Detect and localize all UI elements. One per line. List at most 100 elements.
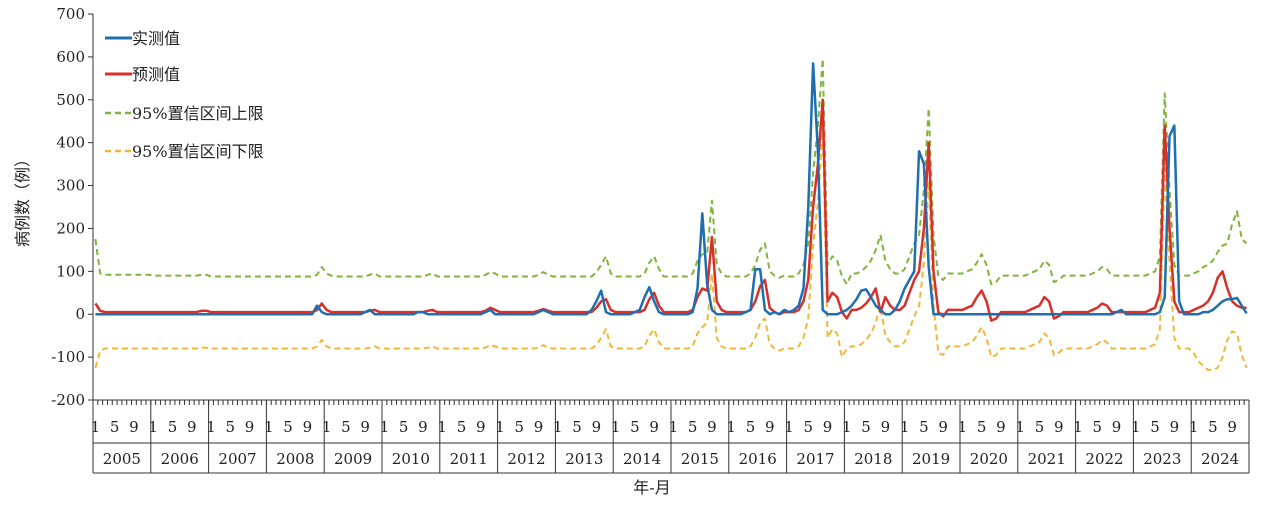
month-tick-label: 5 xyxy=(457,418,467,436)
month-tick-label: 1 xyxy=(1015,418,1025,436)
year-label: 2015 xyxy=(681,450,719,468)
month-tick-label: 9 xyxy=(418,418,428,436)
series-line-3 xyxy=(94,124,1248,371)
month-tick-label: 9 xyxy=(881,418,891,436)
month-tick-label: 5 xyxy=(804,418,814,436)
year-label: 2010 xyxy=(392,450,430,468)
year-label: 2023 xyxy=(1143,450,1181,468)
year-label: 2024 xyxy=(1201,450,1239,468)
y-tick-label: 100 xyxy=(56,262,85,280)
year-label: 2018 xyxy=(854,450,892,468)
year-label: 2006 xyxy=(161,450,199,468)
month-tick-label: 1 xyxy=(553,418,563,436)
y-tick-label: 200 xyxy=(56,219,85,237)
legend-label: 95%置信区间下限 xyxy=(132,142,264,161)
x-axis-title: 年-月 xyxy=(633,478,670,497)
series-line-2 xyxy=(94,58,1248,286)
legend-label: 预测值 xyxy=(132,65,180,84)
month-tick-label: 5 xyxy=(226,418,236,436)
month-tick-label: 5 xyxy=(515,418,525,436)
month-tick-label: 1 xyxy=(322,418,332,436)
month-tick-label: 5 xyxy=(919,418,929,436)
month-tick-label: 1 xyxy=(1189,418,1199,436)
year-label: 2013 xyxy=(565,450,603,468)
month-tick-label: 9 xyxy=(303,418,313,436)
year-label: 2009 xyxy=(334,450,372,468)
y-tick-label: 600 xyxy=(56,48,85,66)
y-tick-label: -200 xyxy=(51,391,85,409)
month-tick-label: 5 xyxy=(688,418,698,436)
year-label: 2011 xyxy=(450,450,488,468)
month-tick-label: 1 xyxy=(784,418,794,436)
year-label: 2014 xyxy=(623,450,661,468)
month-tick-label: 1 xyxy=(206,418,216,436)
month-tick-label: 1 xyxy=(900,418,910,436)
y-tick-label: 700 xyxy=(56,5,85,23)
month-tick-label: 1 xyxy=(437,418,447,436)
month-tick-label: 5 xyxy=(1208,418,1218,436)
month-tick-label: 5 xyxy=(283,418,293,436)
month-tick-label: 9 xyxy=(938,418,948,436)
month-tick-label: 9 xyxy=(1112,418,1122,436)
month-tick-label: 1 xyxy=(148,418,158,436)
month-tick-label: 1 xyxy=(495,418,505,436)
year-label: 2008 xyxy=(276,450,314,468)
month-tick-label: 9 xyxy=(765,418,775,436)
month-tick-label: 5 xyxy=(746,418,756,436)
month-tick-label: 1 xyxy=(669,418,679,436)
month-tick-label: 9 xyxy=(187,418,197,436)
legend-label: 实测值 xyxy=(132,29,180,48)
y-tick-label: 300 xyxy=(56,177,85,195)
year-label: 2019 xyxy=(912,450,950,468)
month-tick-label: 9 xyxy=(129,418,139,436)
month-tick-label: 9 xyxy=(360,418,370,436)
month-tick-label: 9 xyxy=(1170,418,1180,436)
month-tick-label: 9 xyxy=(1227,418,1237,436)
year-label: 2022 xyxy=(1085,450,1123,468)
month-tick-label: 5 xyxy=(977,418,987,436)
month-tick-label: 5 xyxy=(168,418,178,436)
month-tick-label: 5 xyxy=(399,418,409,436)
month-tick-label: 9 xyxy=(245,418,255,436)
year-label: 2021 xyxy=(1028,450,1066,468)
series-line-1 xyxy=(94,98,1247,322)
month-tick-label: 1 xyxy=(1131,418,1141,436)
month-tick-label: 9 xyxy=(592,418,602,436)
month-tick-label: 1 xyxy=(1073,418,1083,436)
month-tick-label: 9 xyxy=(476,418,486,436)
year-label: 2017 xyxy=(796,450,834,468)
month-tick-label: 5 xyxy=(110,418,120,436)
y-tick-label: 500 xyxy=(56,91,85,109)
month-tick-label: 9 xyxy=(823,418,833,436)
month-tick-label: 9 xyxy=(649,418,659,436)
month-tick-label: 1 xyxy=(611,418,621,436)
month-tick-label: 1 xyxy=(726,418,736,436)
series-lines xyxy=(94,58,1248,371)
month-tick-label: 1 xyxy=(380,418,390,436)
month-tick-label: 5 xyxy=(1150,418,1160,436)
y-tick-label: 0 xyxy=(75,305,85,323)
month-tick-label: 5 xyxy=(1035,418,1045,436)
month-tick-label: 1 xyxy=(958,418,968,436)
month-tick-label: 5 xyxy=(861,418,871,436)
month-tick-label: 1 xyxy=(264,418,274,436)
y-axis: -200 -100 0 100 200 300 400 500 600 700 xyxy=(51,5,94,409)
year-label: 2007 xyxy=(218,450,256,468)
month-tick-label: 9 xyxy=(996,418,1006,436)
month-tick-label: 5 xyxy=(630,418,640,436)
month-tick-label: 9 xyxy=(707,418,717,436)
series-line-0 xyxy=(95,62,1248,316)
year-label: 2020 xyxy=(970,450,1008,468)
y-axis-title: 病例数（例） xyxy=(13,151,32,247)
y-tick-label: 400 xyxy=(56,134,85,152)
legend-label: 95%置信区间上限 xyxy=(132,104,264,123)
month-tick-label: 1 xyxy=(842,418,852,436)
y-tick-label: -100 xyxy=(51,348,85,366)
month-tick-label: 5 xyxy=(341,418,351,436)
month-tick-label: 9 xyxy=(1054,418,1064,436)
month-tick-label: 5 xyxy=(1093,418,1103,436)
month-tick-label: 1 xyxy=(91,418,101,436)
